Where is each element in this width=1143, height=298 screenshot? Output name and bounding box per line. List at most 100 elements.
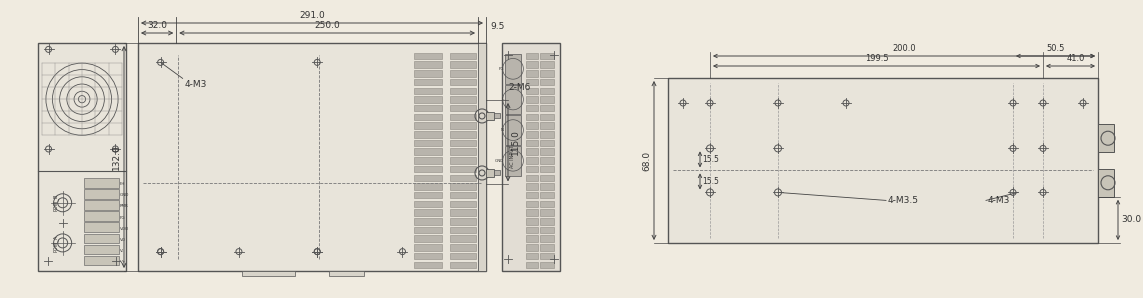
- Bar: [450, 70, 475, 77]
- Bar: [526, 88, 538, 94]
- Bar: [505, 54, 521, 84]
- Bar: [539, 253, 554, 259]
- Bar: [526, 235, 538, 242]
- Bar: [526, 209, 538, 216]
- Bar: [450, 209, 475, 216]
- Bar: [539, 114, 554, 120]
- Bar: [526, 244, 538, 251]
- Text: 4-M3: 4-M3: [185, 80, 207, 89]
- Bar: [450, 227, 475, 233]
- Bar: [505, 115, 521, 145]
- Bar: [83, 234, 119, 243]
- Bar: [414, 192, 442, 198]
- Text: 41.0: 41.0: [1066, 54, 1085, 63]
- Bar: [414, 235, 442, 242]
- Bar: [526, 192, 538, 198]
- Text: 2-M6: 2-M6: [507, 83, 530, 92]
- Bar: [526, 53, 538, 59]
- Bar: [539, 201, 554, 207]
- Bar: [539, 122, 554, 129]
- Bar: [450, 131, 475, 137]
- Bar: [478, 43, 486, 271]
- Bar: [83, 245, 119, 254]
- Text: 32.0: 32.0: [147, 21, 167, 30]
- Bar: [450, 166, 475, 172]
- Bar: [526, 122, 538, 129]
- Text: FH: FH: [120, 182, 126, 187]
- Text: 50.5: 50.5: [1046, 44, 1064, 53]
- Bar: [526, 183, 538, 190]
- Bar: [38, 43, 126, 271]
- Bar: [450, 148, 475, 155]
- Bar: [83, 190, 119, 199]
- Bar: [414, 148, 442, 155]
- Bar: [83, 201, 119, 210]
- Bar: [539, 157, 554, 164]
- Bar: [494, 114, 499, 119]
- Bar: [539, 96, 554, 103]
- Text: GND: GND: [120, 193, 129, 198]
- Bar: [83, 179, 119, 188]
- Text: GND: GND: [495, 159, 504, 163]
- Text: 132.0: 132.0: [112, 144, 121, 170]
- Bar: [414, 218, 442, 224]
- Bar: [526, 140, 538, 146]
- Bar: [539, 227, 554, 233]
- Bar: [539, 262, 554, 268]
- Bar: [138, 43, 486, 271]
- Text: L: L: [502, 97, 504, 101]
- Bar: [450, 122, 475, 129]
- Bar: [526, 70, 538, 77]
- Bar: [526, 175, 538, 181]
- Bar: [526, 218, 538, 224]
- Bar: [450, 61, 475, 68]
- Bar: [505, 146, 521, 176]
- Bar: [539, 70, 554, 77]
- Bar: [414, 209, 442, 216]
- Bar: [414, 131, 442, 137]
- Bar: [414, 79, 442, 85]
- Bar: [486, 169, 494, 177]
- Bar: [450, 244, 475, 251]
- Bar: [539, 61, 554, 68]
- Bar: [526, 166, 538, 172]
- Bar: [242, 271, 295, 276]
- Bar: [450, 201, 475, 207]
- Bar: [450, 235, 475, 242]
- Bar: [526, 79, 538, 85]
- Bar: [414, 114, 442, 120]
- Bar: [539, 209, 554, 216]
- Bar: [414, 105, 442, 111]
- Text: FG: FG: [120, 215, 126, 220]
- Text: VOO: VOO: [120, 226, 129, 231]
- Bar: [414, 201, 442, 207]
- Bar: [329, 271, 365, 276]
- Bar: [539, 148, 554, 155]
- Text: POW_A: POW_A: [53, 234, 58, 252]
- Text: 15.5: 15.5: [702, 177, 719, 186]
- Bar: [539, 79, 554, 85]
- Bar: [414, 262, 442, 268]
- Text: 115.0: 115.0: [511, 129, 520, 155]
- Bar: [450, 114, 475, 120]
- Bar: [539, 218, 554, 224]
- Bar: [539, 88, 554, 94]
- Bar: [668, 78, 1098, 243]
- Bar: [539, 105, 554, 111]
- Bar: [414, 70, 442, 77]
- Bar: [450, 157, 475, 164]
- Bar: [539, 131, 554, 137]
- Bar: [450, 183, 475, 190]
- Bar: [450, 79, 475, 85]
- Bar: [539, 166, 554, 172]
- Bar: [414, 253, 442, 259]
- Text: VO: VO: [120, 238, 126, 242]
- Bar: [414, 244, 442, 251]
- Bar: [414, 96, 442, 103]
- Bar: [526, 105, 538, 111]
- Bar: [539, 244, 554, 251]
- Bar: [414, 157, 442, 164]
- Bar: [539, 175, 554, 181]
- Bar: [450, 218, 475, 224]
- Bar: [450, 192, 475, 198]
